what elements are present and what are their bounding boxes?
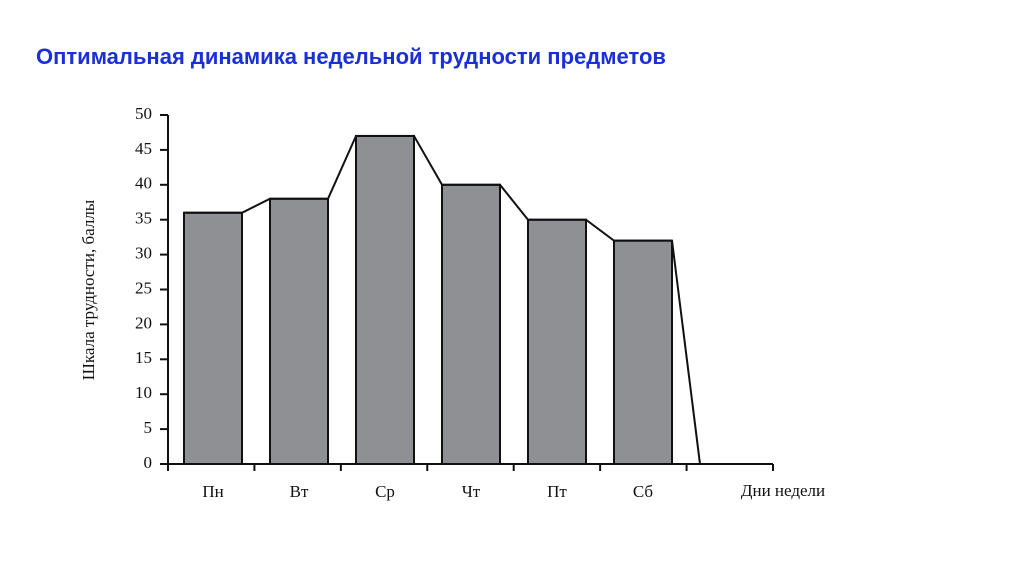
x-tick-label: Пт <box>547 482 567 501</box>
x-tick-label: Чт <box>462 482 481 501</box>
y-tick-label: 30 <box>135 244 152 263</box>
y-tick-label: 20 <box>135 313 152 332</box>
bar <box>613 239 673 465</box>
y-tick-label: 0 <box>144 453 153 472</box>
outline <box>184 134 672 242</box>
y-axis-label: Шкала трудности, баллы <box>79 199 98 380</box>
y-tick-label: 35 <box>135 209 152 228</box>
x-tick-label: Сб <box>633 482 653 501</box>
y-tick-label: 45 <box>135 139 152 158</box>
y-tick-label: 15 <box>135 348 152 367</box>
bar <box>441 183 501 466</box>
x-axis-label: Дни недели <box>741 481 825 500</box>
x-tick-label: Вт <box>290 482 309 501</box>
bar <box>527 218 587 465</box>
x-tick-label: Ср <box>375 482 395 501</box>
y-tick-label: 40 <box>135 174 152 193</box>
bar <box>183 211 243 465</box>
bar <box>269 197 329 465</box>
bar <box>355 134 415 465</box>
slide-title: Оптимальная динамика недельной трудности… <box>36 44 666 69</box>
outline-drop <box>671 240 701 465</box>
y-tick-label: 50 <box>135 104 152 123</box>
y-tick-label: 5 <box>144 418 153 437</box>
x-tick-label: Пн <box>202 482 223 501</box>
y-tick-label: 10 <box>135 383 152 402</box>
y-tick-label: 25 <box>135 278 152 297</box>
